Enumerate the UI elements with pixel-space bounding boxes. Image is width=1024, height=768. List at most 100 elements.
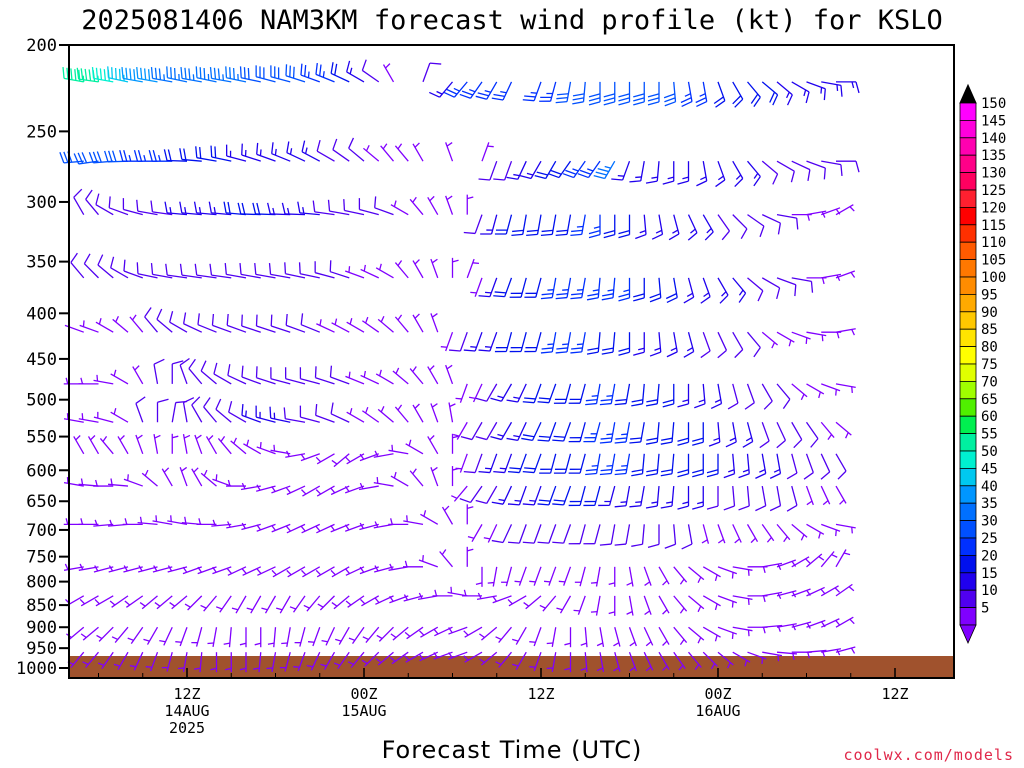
- colorbar-label: 120: [981, 200, 1006, 216]
- wind-barb: [373, 450, 394, 458]
- wind-barb: [429, 81, 453, 98]
- wind-barb: [171, 433, 179, 454]
- wind-barb: [747, 214, 765, 238]
- wind-barb: [509, 277, 527, 298]
- wind-barb: [717, 214, 731, 241]
- wind-barb: [570, 277, 586, 300]
- wind-barb: [776, 523, 791, 543]
- wind-barb: [695, 81, 708, 108]
- wind-barb: [599, 453, 616, 476]
- wind-barb: [306, 651, 321, 671]
- colorbar-label: 40: [981, 479, 998, 495]
- colorbar-label: 85: [981, 322, 998, 338]
- wind-barb: [755, 485, 767, 512]
- wind-barb: [614, 383, 631, 406]
- wind-barb: [135, 434, 144, 455]
- wind-barb: [85, 189, 99, 216]
- wind-barb: [315, 566, 335, 578]
- wind-barb: [601, 332, 616, 355]
- wind-barb: [529, 651, 542, 672]
- wind-barb: [645, 486, 660, 509]
- wind-barb: [761, 331, 778, 349]
- wind-barb: [761, 81, 779, 106]
- x-axis-label: Forecast Time (UTC): [382, 736, 643, 764]
- wind-barb: [717, 566, 738, 579]
- wind-barb: [658, 626, 670, 646]
- wind-barb: [555, 214, 572, 237]
- wind-barb: [660, 453, 675, 477]
- wind-barb: [820, 485, 831, 506]
- wind-barb: [107, 66, 129, 83]
- wind-barb: [271, 523, 291, 533]
- y-tick-label: 500: [26, 391, 57, 411]
- colorbar-swatch: [959, 224, 977, 243]
- wind-barb: [568, 485, 586, 507]
- wind-barb: [215, 398, 232, 423]
- wind-barb: [333, 651, 350, 669]
- wind-barb: [713, 81, 726, 108]
- wind-barb: [448, 402, 456, 423]
- wind-barb: [156, 398, 169, 423]
- wind-barb: [744, 383, 755, 410]
- wind-barb: [618, 214, 631, 239]
- wind-barb: [182, 312, 203, 333]
- wind-barb: [171, 360, 184, 384]
- wind-barb: [390, 626, 409, 641]
- wind-barb: [495, 626, 512, 643]
- wind-barb: [673, 566, 688, 585]
- wind-barb: [700, 331, 711, 359]
- wind-barb: [73, 435, 85, 455]
- wind-barb: [255, 405, 276, 423]
- y-tick-label: 850: [26, 596, 57, 616]
- wind-barb: [572, 81, 586, 105]
- wind-barb: [195, 146, 217, 162]
- wind-barb: [361, 651, 380, 667]
- colorbar-label: 145: [981, 113, 1006, 129]
- wind-barb: [821, 648, 842, 656]
- wind-barb: [137, 516, 158, 526]
- wind-barb: [299, 405, 320, 423]
- wind-barb: [360, 370, 380, 385]
- wind-barb: [543, 566, 557, 586]
- wind-barb: [271, 142, 291, 162]
- wind-barb: [132, 365, 144, 385]
- wind-barb: [493, 453, 513, 474]
- wind-barb: [153, 433, 161, 454]
- wind-barb: [359, 522, 379, 531]
- wind-barb: [281, 627, 291, 648]
- wind-barb: [732, 277, 747, 303]
- wind-barb: [163, 149, 188, 162]
- wind-barb: [182, 397, 195, 423]
- wind-barb: [692, 486, 704, 510]
- credit-text: coolwx.com/models: [843, 746, 1014, 764]
- wind-barb: [821, 81, 843, 97]
- wind-barb: [702, 626, 721, 642]
- wind-barb: [404, 651, 424, 663]
- colorbar-min-arrow: [959, 624, 977, 644]
- wind-barb: [821, 273, 842, 282]
- wind-barb: [191, 396, 203, 423]
- wind-barb: [215, 595, 232, 613]
- wind-barb: [254, 262, 276, 279]
- wind-barb: [820, 453, 831, 480]
- wind-barb: [821, 160, 843, 177]
- wind-barb: [475, 383, 498, 402]
- wind-barb: [430, 313, 439, 333]
- colorbar-label: 10: [981, 583, 998, 599]
- wind-barb: [688, 626, 705, 644]
- wind-barb: [412, 142, 424, 162]
- wind-barb: [261, 595, 277, 614]
- wind-barb: [706, 486, 719, 510]
- wind-barb: [529, 566, 542, 586]
- wind-barb: [226, 479, 246, 487]
- y-tick-label: 1000: [16, 659, 57, 679]
- wind-barb: [394, 143, 409, 162]
- colorbar-label: 65: [981, 392, 998, 408]
- wind-barb: [762, 591, 783, 600]
- wind-barb: [169, 311, 188, 333]
- wind-barb: [93, 519, 114, 527]
- wind-barb: [588, 81, 601, 106]
- wind-barb: [776, 421, 787, 449]
- wind-barb: [747, 331, 761, 358]
- wind-barb: [835, 523, 856, 534]
